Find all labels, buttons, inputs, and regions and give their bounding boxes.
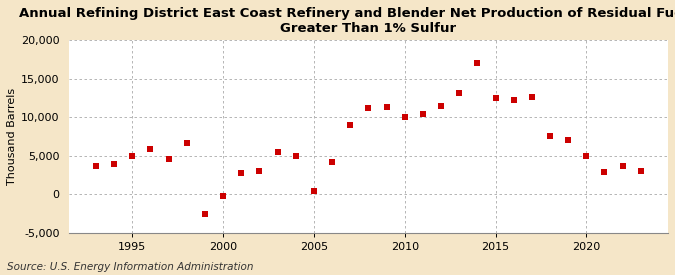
Point xyxy=(400,115,410,119)
Point xyxy=(272,150,283,154)
Point xyxy=(563,138,574,142)
Title: Annual Refining District East Coast Refinery and Blender Net Production of Resid: Annual Refining District East Coast Refi… xyxy=(19,7,675,35)
Point xyxy=(345,123,356,127)
Point xyxy=(327,160,338,164)
Point xyxy=(308,189,319,193)
Point xyxy=(200,212,211,216)
Y-axis label: Thousand Barrels: Thousand Barrels xyxy=(7,88,17,185)
Point xyxy=(635,169,646,173)
Point xyxy=(581,153,592,158)
Point xyxy=(526,95,537,99)
Point xyxy=(599,170,610,174)
Point xyxy=(290,153,301,158)
Point xyxy=(90,164,101,169)
Point xyxy=(145,147,156,152)
Point xyxy=(545,133,556,138)
Text: Source: U.S. Energy Information Administration: Source: U.S. Energy Information Administ… xyxy=(7,262,253,272)
Point xyxy=(472,61,483,65)
Point xyxy=(182,140,192,145)
Point xyxy=(490,96,501,100)
Point xyxy=(381,105,392,109)
Point xyxy=(127,153,138,158)
Point xyxy=(363,106,374,110)
Point xyxy=(163,156,174,161)
Point xyxy=(435,104,446,109)
Point xyxy=(218,193,229,198)
Point xyxy=(418,112,429,116)
Point xyxy=(508,98,519,103)
Point xyxy=(454,91,464,95)
Point xyxy=(109,162,119,166)
Point xyxy=(236,171,246,175)
Point xyxy=(617,163,628,168)
Point xyxy=(254,169,265,173)
